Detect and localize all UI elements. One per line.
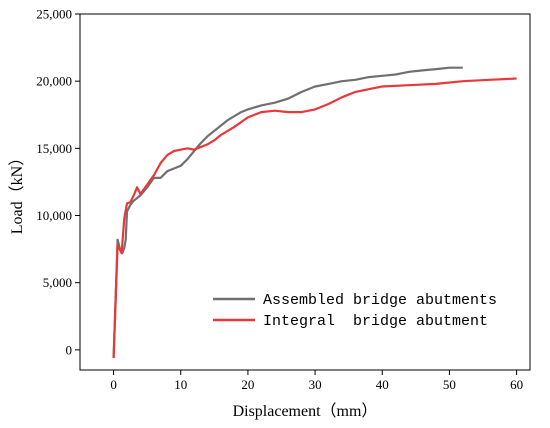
plot-area xyxy=(112,66,517,358)
legend-label-assembled: Assembled bridge abutments xyxy=(263,292,497,309)
y-tick-label: 25,000 xyxy=(36,7,72,22)
x-tick-label: 20 xyxy=(241,377,254,392)
y-tick-label: 10,000 xyxy=(36,208,72,223)
x-axis-title: Displacement（mm） xyxy=(233,402,378,420)
axes xyxy=(79,13,531,371)
legend-label-integral: Integral bridge abutment xyxy=(263,313,488,330)
x-tick-label: 30 xyxy=(309,377,322,392)
series-line-assembled xyxy=(112,66,463,358)
legend: Assembled bridge abutments Integral brid… xyxy=(213,292,497,330)
y-tick-label: 0 xyxy=(66,342,73,357)
y-tick-label: 5,000 xyxy=(43,275,72,290)
plot-frame xyxy=(79,13,531,371)
x-tick-label: 10 xyxy=(174,377,187,392)
y-tick-label: 20,000 xyxy=(36,74,72,89)
series-line-integral xyxy=(112,77,517,358)
y-axis-ticks: 0 5,000 10,000 15,000 20,000 25,000 xyxy=(36,7,80,357)
x-tick-label: 50 xyxy=(443,377,456,392)
x-tick-label: 0 xyxy=(110,377,117,392)
x-tick-label: 40 xyxy=(376,377,389,392)
y-tick-label: 15,000 xyxy=(36,141,72,156)
y-axis-title: Load（kN） xyxy=(8,150,26,234)
x-tick-label: 60 xyxy=(510,377,523,392)
x-axis-ticks: 0 10 20 30 40 50 60 xyxy=(110,370,523,392)
